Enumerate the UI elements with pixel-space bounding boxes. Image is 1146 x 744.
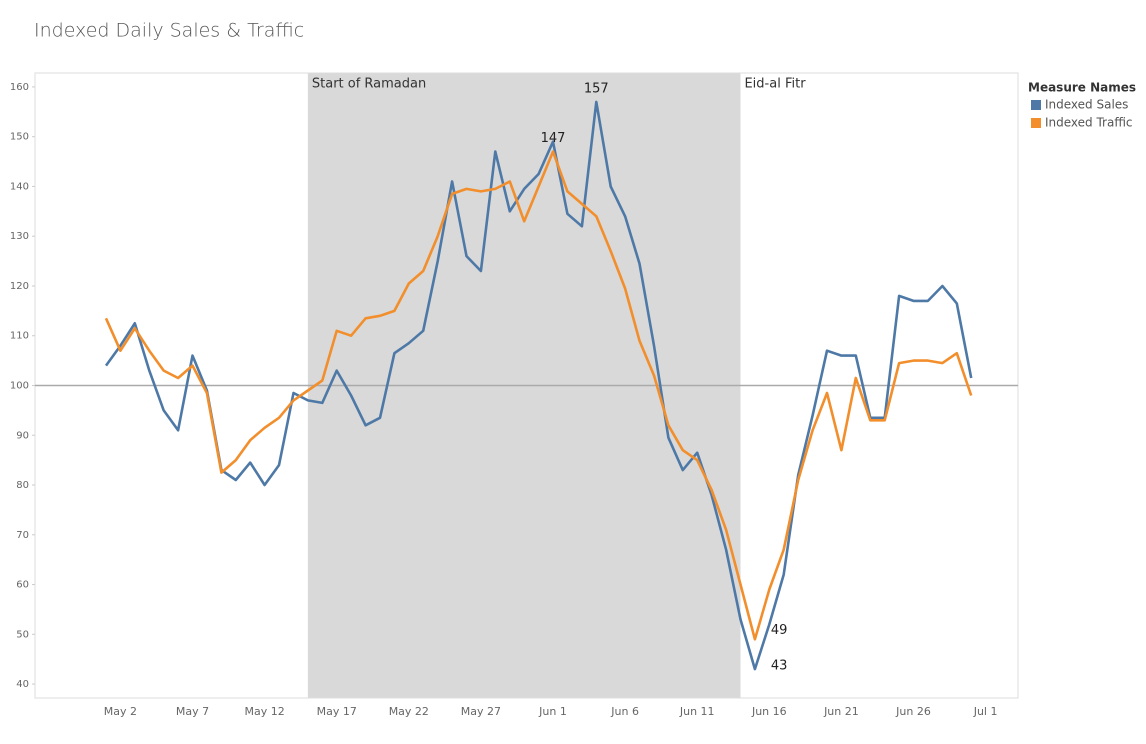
x-tick-label: Jun 26 xyxy=(895,705,931,718)
y-tick-label: 70 xyxy=(16,530,29,541)
y-tick-label: 160 xyxy=(10,82,29,93)
y-tick-label: 140 xyxy=(10,181,29,192)
band-end-label: Eid-al Fitr xyxy=(744,77,806,92)
x-tick-label: May 22 xyxy=(389,705,429,718)
x-tick-label: May 12 xyxy=(244,705,284,718)
y-tick-label: 90 xyxy=(16,430,29,441)
y-tick-label: 80 xyxy=(16,480,29,491)
data-label: 157 xyxy=(584,81,609,96)
data-label: 49 xyxy=(771,623,788,638)
series-line xyxy=(104,150,973,641)
y-tick-label: 100 xyxy=(10,381,29,392)
series-line xyxy=(104,100,973,671)
x-tick-label: May 17 xyxy=(317,705,357,718)
x-tick-label: Jul 1 xyxy=(973,705,998,718)
y-tick-label: 50 xyxy=(16,629,29,640)
x-tick-label: May 27 xyxy=(461,705,501,718)
y-tick-label: 130 xyxy=(10,231,29,242)
y-tick-label: 60 xyxy=(16,580,29,591)
y-tick-label: 120 xyxy=(10,281,29,292)
x-tick-label: May 2 xyxy=(104,705,137,718)
x-tick-label: Jun 21 xyxy=(823,705,859,718)
x-tick-label: Jun 11 xyxy=(679,705,715,718)
legend-label: Indexed Traffic xyxy=(1045,116,1133,130)
legend-label: Indexed Sales xyxy=(1045,98,1128,112)
legend-swatch xyxy=(1031,100,1041,110)
data-label: 43 xyxy=(771,659,788,674)
chart-title: Indexed Daily Sales & Traffic xyxy=(34,20,304,42)
x-tick-label: May 7 xyxy=(176,705,209,718)
band-label: Start of Ramadan xyxy=(312,77,426,92)
y-tick-label: 150 xyxy=(10,132,29,143)
legend-title: Measure Names xyxy=(1028,81,1136,95)
y-tick-label: 110 xyxy=(10,331,29,342)
y-tick-label: 40 xyxy=(16,679,29,690)
legend-swatch xyxy=(1031,118,1041,128)
data-label: 147 xyxy=(541,131,566,146)
x-tick-label: Jun 6 xyxy=(610,705,639,718)
x-tick-label: Jun 16 xyxy=(751,705,787,718)
x-tick-label: Jun 1 xyxy=(538,705,567,718)
